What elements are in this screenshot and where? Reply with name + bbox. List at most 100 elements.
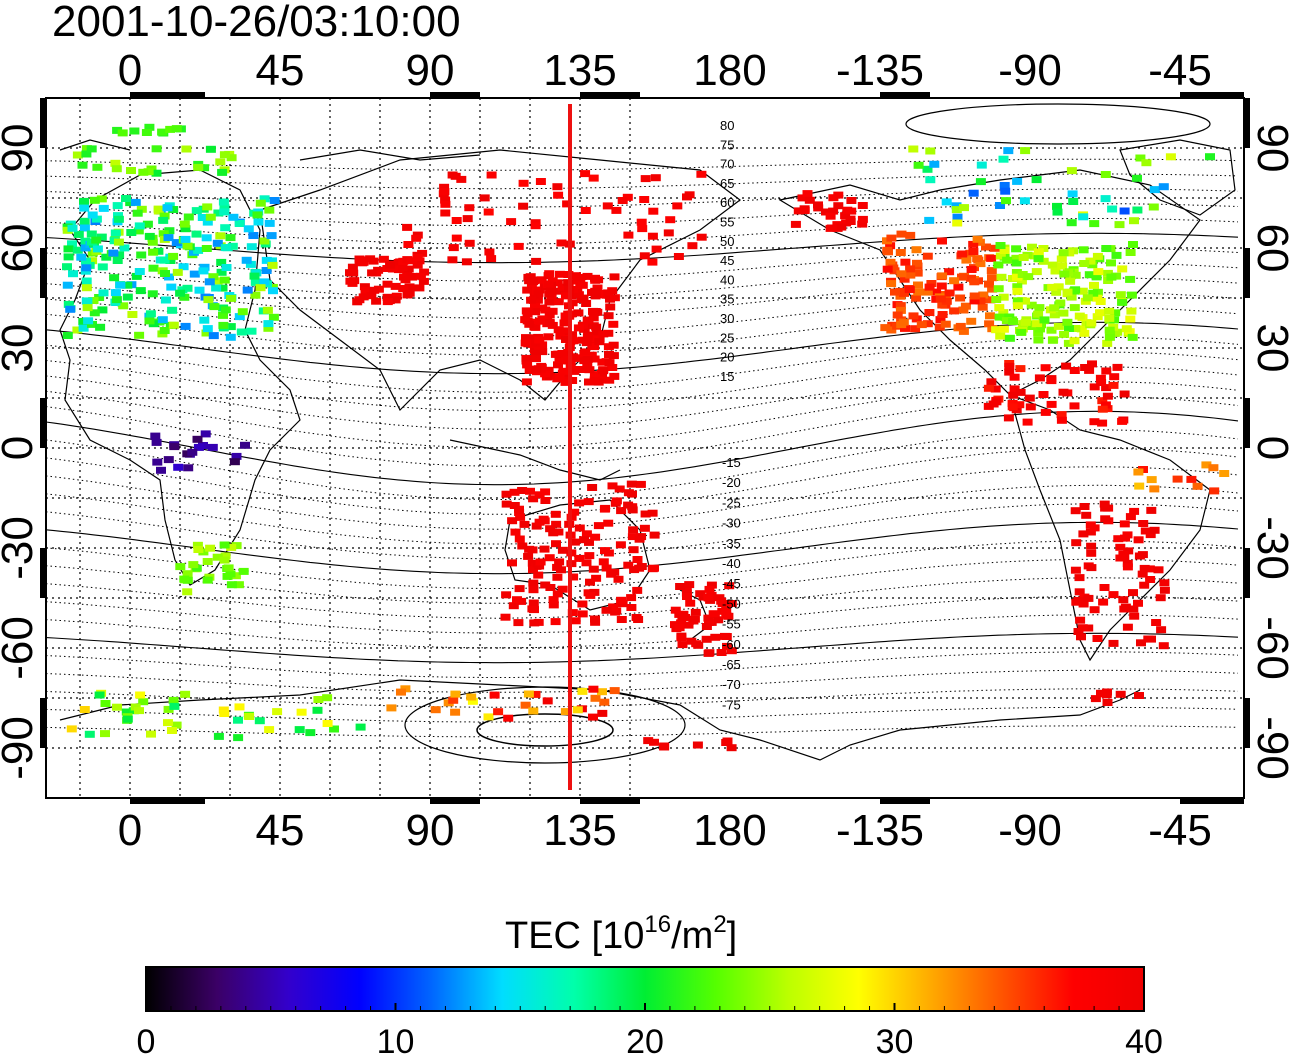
tec-cell bbox=[995, 202, 1005, 209]
tec-cell bbox=[238, 567, 249, 575]
tec-cell bbox=[951, 206, 962, 214]
tec-cell bbox=[985, 296, 996, 304]
tec-cell bbox=[548, 601, 559, 609]
tec-cell bbox=[141, 129, 152, 136]
tec-cell bbox=[1146, 476, 1157, 484]
tec-cell bbox=[611, 497, 622, 505]
mag-contour bbox=[45, 173, 1239, 190]
tec-cell bbox=[530, 222, 541, 230]
tec-cell bbox=[1012, 273, 1022, 281]
tec-cell bbox=[1148, 203, 1159, 211]
tec-cell bbox=[1012, 302, 1023, 310]
frame-tick-top bbox=[880, 92, 930, 98]
tec-cell bbox=[726, 744, 737, 752]
right-lat-label: -30 bbox=[1248, 516, 1292, 580]
tec-cell bbox=[560, 708, 571, 716]
tec-cell bbox=[168, 321, 179, 329]
tec-cell bbox=[703, 593, 714, 601]
tec-cell bbox=[1085, 528, 1096, 536]
tec-cell bbox=[589, 355, 600, 363]
tec-cell bbox=[1081, 511, 1092, 519]
tec-cell bbox=[1066, 219, 1077, 227]
tec-cell bbox=[603, 549, 614, 557]
tec-cell bbox=[1159, 579, 1170, 587]
tec-cell bbox=[520, 701, 531, 709]
tec-cell bbox=[81, 284, 92, 292]
tec-cell bbox=[1158, 642, 1169, 650]
colorbar-title-end: ] bbox=[727, 915, 738, 957]
tec-cell bbox=[412, 254, 423, 261]
tec-cell bbox=[1151, 619, 1162, 626]
tec-cell bbox=[588, 307, 598, 315]
tec-cell bbox=[266, 232, 277, 240]
tec-cell bbox=[522, 361, 533, 369]
tec-cell bbox=[100, 730, 110, 738]
tec-cell bbox=[259, 278, 270, 286]
tec-cell bbox=[984, 320, 995, 328]
tec-cell bbox=[89, 196, 100, 204]
tec-cell bbox=[153, 205, 164, 213]
tec-cell bbox=[411, 234, 422, 242]
tec-cell bbox=[599, 698, 610, 706]
tec-cell bbox=[593, 522, 604, 530]
tec-cell bbox=[234, 703, 245, 711]
tec-cell bbox=[1059, 330, 1070, 338]
tec-cell bbox=[640, 510, 651, 518]
tec-cell bbox=[1079, 503, 1090, 510]
frame-tick-bottom bbox=[130, 798, 205, 804]
tec-cell bbox=[616, 596, 627, 604]
tec-cell bbox=[996, 273, 1007, 281]
tec-cell bbox=[153, 247, 164, 255]
tec-cell bbox=[1038, 257, 1049, 265]
tec-cell bbox=[1136, 639, 1146, 647]
mag-contour bbox=[45, 651, 1239, 678]
mag-contour bbox=[45, 688, 1239, 708]
tec-cell bbox=[968, 240, 979, 248]
tec-cell bbox=[1205, 153, 1215, 161]
tec-cell bbox=[1140, 527, 1151, 535]
tec-cell bbox=[845, 218, 856, 225]
tec-cell bbox=[117, 129, 128, 137]
top-lon-label: 0 bbox=[118, 46, 142, 95]
tec-cell bbox=[649, 738, 659, 746]
tec-cell bbox=[165, 257, 176, 264]
tec-cell bbox=[112, 703, 122, 711]
tec-cell bbox=[77, 161, 88, 169]
tec-cell bbox=[628, 526, 639, 534]
tec-cell bbox=[493, 708, 504, 716]
tec-cell bbox=[461, 258, 472, 266]
tec-cell bbox=[180, 225, 191, 233]
tec-cell bbox=[1108, 639, 1119, 647]
tec-cell bbox=[1102, 339, 1113, 347]
tec-cell bbox=[63, 253, 74, 261]
tec-cell bbox=[1149, 186, 1160, 194]
tec-cell bbox=[574, 499, 585, 507]
tec-cell bbox=[589, 377, 600, 384]
tec-cell bbox=[205, 544, 216, 552]
tec-cell bbox=[175, 289, 186, 297]
contour-label: -15 bbox=[722, 455, 741, 470]
top-lon-label: 45 bbox=[256, 46, 305, 95]
tec-cell bbox=[456, 175, 467, 183]
tec-cell bbox=[573, 309, 584, 317]
tec-cell bbox=[1020, 297, 1030, 305]
tec-cell bbox=[220, 224, 231, 232]
tec-cell bbox=[404, 289, 415, 297]
tec-cell bbox=[352, 298, 363, 306]
tec-cell bbox=[387, 265, 398, 273]
tec-cell bbox=[230, 572, 241, 580]
tec-cell bbox=[1095, 309, 1105, 317]
tec-cell bbox=[518, 202, 529, 210]
tec-cell bbox=[159, 327, 170, 334]
tec-cell bbox=[1208, 464, 1219, 472]
tec-cell bbox=[1007, 403, 1018, 411]
tec-cell bbox=[529, 606, 539, 614]
frame-tick-right bbox=[1244, 698, 1250, 748]
tec-cell bbox=[87, 320, 97, 328]
contour-label: 35 bbox=[720, 292, 734, 307]
tec-cell bbox=[211, 284, 222, 292]
tec-cell bbox=[167, 306, 178, 314]
tec-cell bbox=[998, 293, 1009, 301]
tec-cell bbox=[975, 297, 986, 305]
tec-cell bbox=[313, 696, 324, 703]
